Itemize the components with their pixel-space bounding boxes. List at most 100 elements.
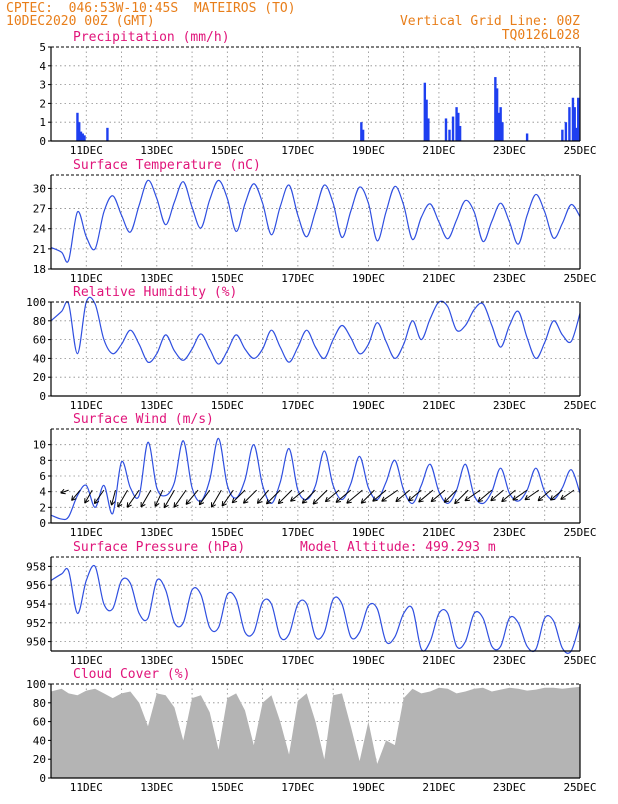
- y-tick-label: 30: [33, 182, 46, 195]
- x-tick-label: 13DEC: [140, 144, 173, 157]
- x-tick-label: 25DEC: [563, 272, 596, 285]
- y-tick-label: 20: [33, 753, 46, 766]
- y-tick-label: 2: [39, 97, 46, 110]
- x-tick-label: 19DEC: [352, 781, 385, 794]
- x-tick-label: 25DEC: [563, 144, 596, 157]
- x-tick-label: 21DEC: [422, 781, 455, 794]
- x-tick-label: 25DEC: [563, 526, 596, 539]
- y-tick-label: 6: [39, 470, 46, 483]
- y-tick-label: 27: [33, 203, 46, 216]
- cloud-area: [51, 687, 580, 778]
- x-tick-label: 25DEC: [563, 781, 596, 794]
- x-tick-label: 11DEC: [70, 399, 103, 412]
- wind-arrow-head: [513, 500, 518, 501]
- temp-line: [51, 180, 580, 262]
- precip-bar: [427, 118, 429, 141]
- header-gridline: Vertical Grid Line: 00Z: [400, 14, 580, 29]
- x-tick-label: 21DEC: [422, 144, 455, 157]
- y-tick-label: 40: [33, 734, 46, 747]
- y-tick-label: 60: [33, 716, 46, 729]
- y-tick-label: 80: [33, 697, 46, 710]
- wind-arrow: [94, 490, 103, 504]
- wind-arrow-head: [110, 500, 111, 505]
- x-tick-label: 23DEC: [493, 781, 526, 794]
- x-tick-label: 13DEC: [140, 526, 173, 539]
- wind-arrow: [291, 490, 304, 501]
- y-tick-label: 2: [39, 501, 46, 514]
- y-tick-label: 18: [33, 263, 46, 276]
- x-tick-label: 13DEC: [140, 781, 173, 794]
- x-tick-label: 11DEC: [70, 781, 103, 794]
- x-tick-label: 11DEC: [70, 144, 103, 157]
- precip-bar: [459, 126, 461, 141]
- x-tick-label: 19DEC: [352, 654, 385, 667]
- y-tick-label: 8: [39, 454, 46, 467]
- rh-line: [51, 297, 580, 364]
- wind-arrow: [222, 490, 233, 506]
- y-tick-label: 100: [26, 296, 46, 309]
- y-tick-label: 21: [33, 243, 46, 256]
- x-tick-label: 19DEC: [352, 144, 385, 157]
- wind-arrow: [232, 490, 245, 503]
- x-tick-label: 15DEC: [211, 399, 244, 412]
- x-tick-label: 23DEC: [493, 144, 526, 157]
- x-tick-label: 23DEC: [493, 399, 526, 412]
- precip-bar: [83, 135, 85, 141]
- wind-arrow-head: [382, 501, 387, 502]
- wind-arrow-head: [525, 499, 530, 500]
- wind-arrow-head: [561, 499, 566, 500]
- precip-bar: [445, 118, 447, 141]
- precip-bar: [565, 122, 567, 141]
- header-model: TQ0126L028: [502, 28, 580, 43]
- y-tick-label: 0: [39, 390, 46, 403]
- x-tick-label: 17DEC: [281, 781, 314, 794]
- panel-title: Surface Wind (m/s): [73, 412, 214, 427]
- x-tick-label: 19DEC: [352, 272, 385, 285]
- y-tick-label: 0: [39, 772, 46, 785]
- precip-bar: [568, 107, 570, 141]
- wind-arrow: [313, 490, 327, 504]
- y-tick-label: 4: [39, 60, 46, 73]
- precip-bar: [362, 130, 364, 141]
- x-tick-label: 17DEC: [281, 654, 314, 667]
- x-tick-label: 25DEC: [563, 399, 596, 412]
- y-tick-label: 80: [33, 315, 46, 328]
- y-tick-label: 24: [33, 223, 47, 236]
- panel-title: Cloud Cover (%): [73, 667, 190, 682]
- x-tick-label: 19DEC: [352, 526, 385, 539]
- wind-arrow: [118, 490, 128, 507]
- wind-line: [51, 438, 580, 519]
- panel-title: Surface Temperature (nC): [73, 158, 261, 173]
- x-tick-label: 15DEC: [211, 654, 244, 667]
- x-tick-label: 19DEC: [352, 399, 385, 412]
- x-tick-label: 25DEC: [563, 654, 596, 667]
- x-tick-label: 15DEC: [211, 272, 244, 285]
- y-tick-label: 4: [39, 486, 46, 499]
- precip-bar: [501, 122, 503, 141]
- x-tick-label: 21DEC: [422, 399, 455, 412]
- y-tick-label: 60: [33, 334, 46, 347]
- x-tick-label: 21DEC: [422, 272, 455, 285]
- wind-arrow: [455, 490, 469, 504]
- wind-arrow: [199, 490, 209, 505]
- precip-bar: [577, 98, 579, 141]
- wind-arrow: [561, 490, 574, 499]
- x-tick-label: 11DEC: [70, 526, 103, 539]
- x-tick-label: 23DEC: [493, 654, 526, 667]
- pressure-line: [51, 566, 580, 654]
- y-tick-label: 10: [33, 439, 46, 452]
- y-tick-label: 0: [39, 517, 46, 530]
- panel-annotation: Model Altitude: 499.293 m: [300, 540, 496, 555]
- x-tick-label: 21DEC: [422, 654, 455, 667]
- wind-arrow: [278, 490, 292, 504]
- x-tick-label: 13DEC: [140, 399, 173, 412]
- y-tick-label: 958: [26, 560, 46, 573]
- panel-title: Precipitation (mm/h): [73, 30, 230, 45]
- y-tick-label: 954: [26, 598, 46, 611]
